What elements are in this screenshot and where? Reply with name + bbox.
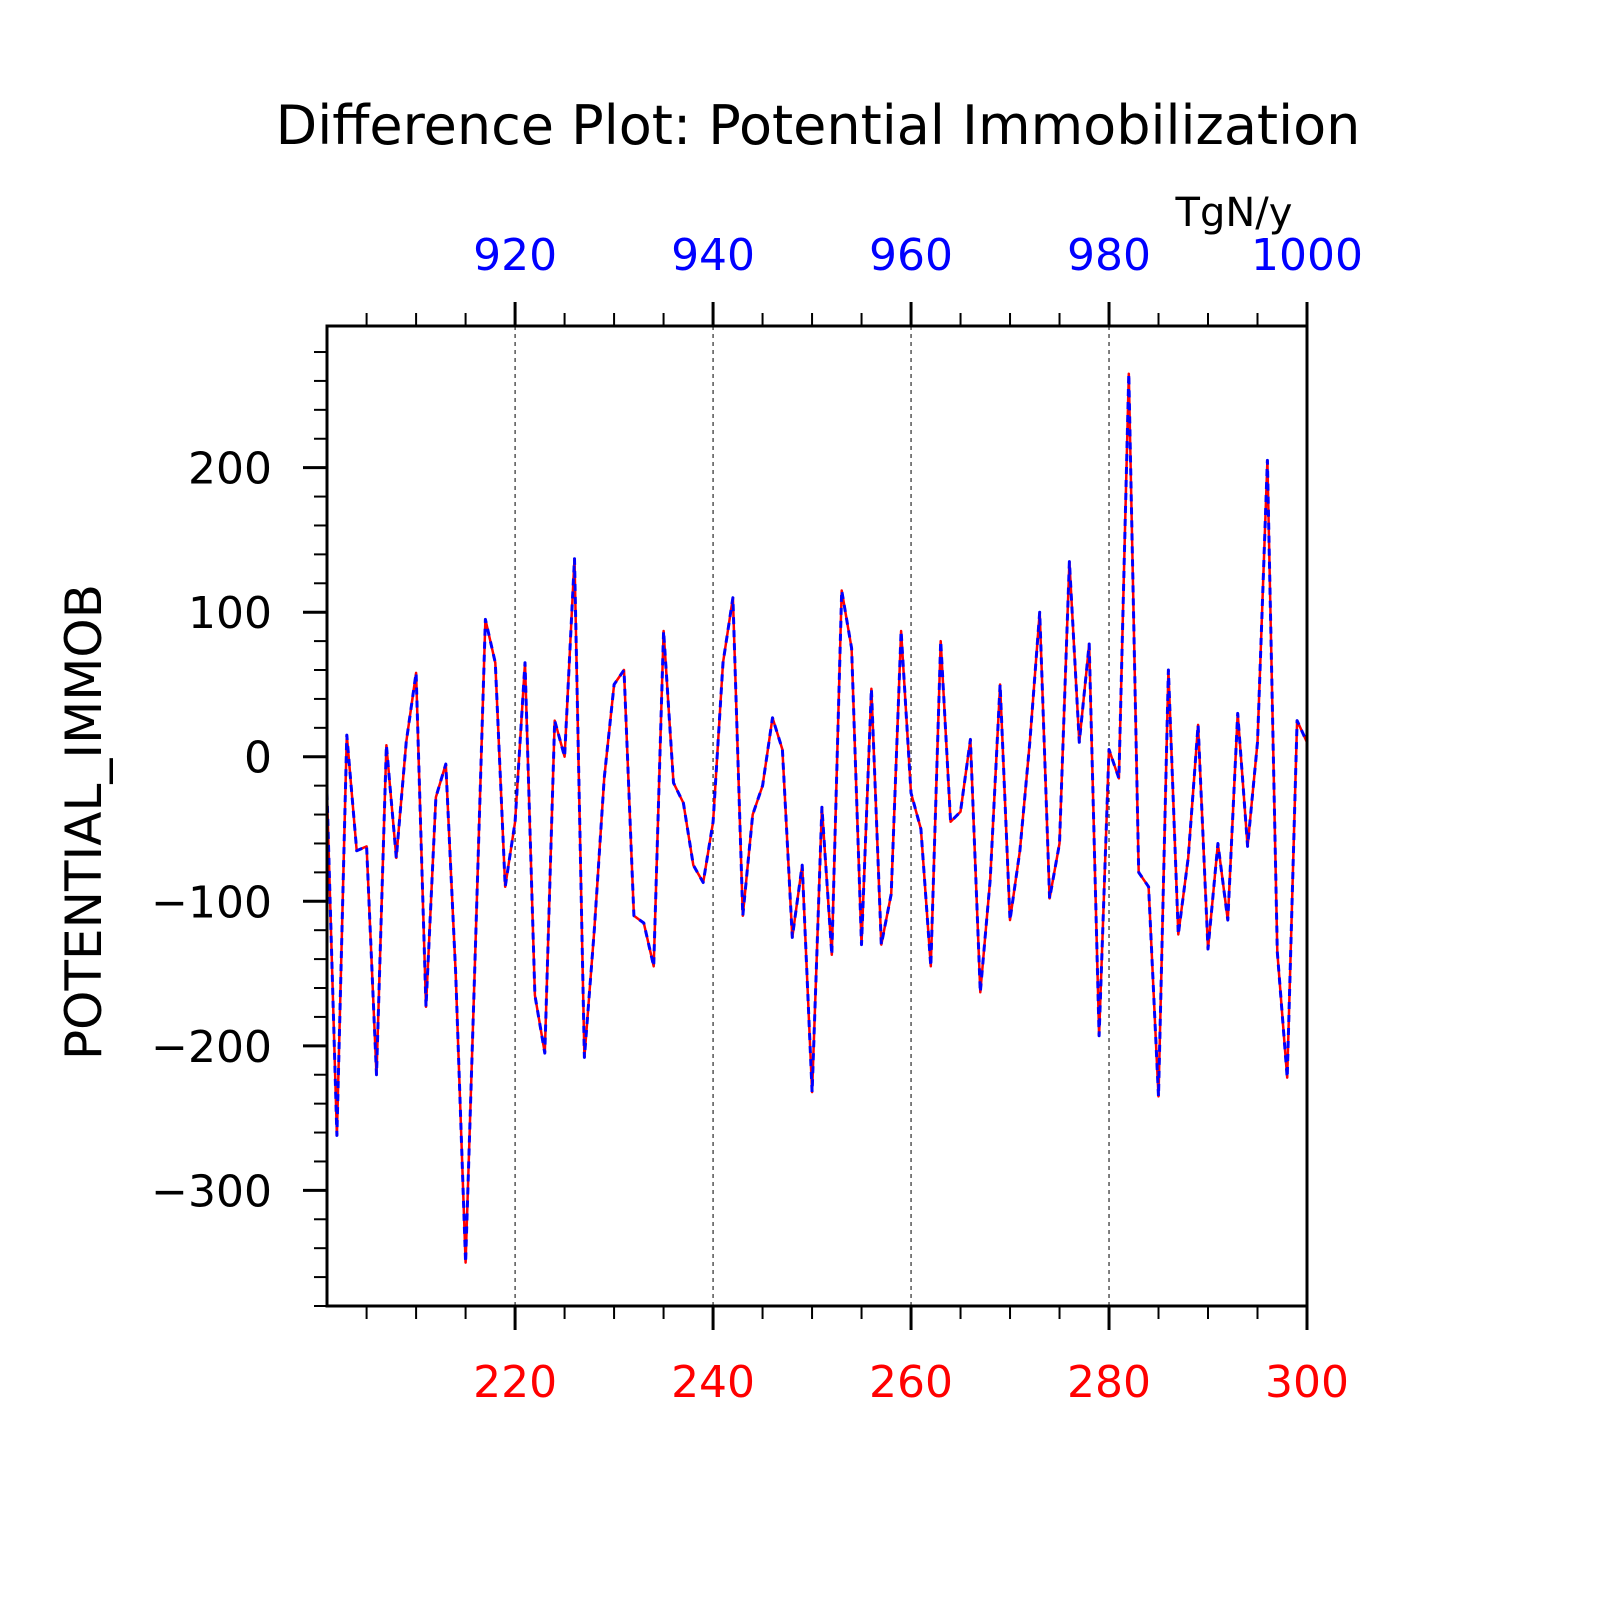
- x-top-tick-label: 940: [671, 230, 755, 281]
- y-tick-label: −300: [151, 1166, 272, 1217]
- x-tick-label: 260: [869, 1357, 953, 1408]
- units-label: TgN/y: [1175, 190, 1293, 236]
- chart-title: Difference Plot: Potential Immobilizatio…: [276, 94, 1361, 157]
- x-tick-label: 300: [1265, 1357, 1349, 1408]
- grid-lines: [514, 326, 1110, 1306]
- series-group: [325, 372, 1309, 1265]
- y-tick-label: −200: [151, 1022, 272, 1073]
- y-tick-label: 0: [244, 733, 272, 784]
- x-tick-label: 240: [671, 1357, 755, 1408]
- x-top-tick-label: 920: [473, 230, 557, 281]
- x-tick-label: 280: [1067, 1357, 1151, 1408]
- x-tick-label: 220: [473, 1357, 557, 1408]
- x-top-tick-label: 980: [1067, 230, 1151, 281]
- y-tick-label: −100: [151, 877, 272, 928]
- x-top-tick-label: 960: [869, 230, 953, 281]
- series-line-red: [325, 372, 1309, 1264]
- y-tick-label: 100: [188, 588, 272, 639]
- series-line-blue: [325, 372, 1309, 1265]
- axis-ticks: [303, 302, 1309, 1330]
- x-top-tick-label: 1000: [1251, 230, 1363, 281]
- y-tick-label: 200: [188, 444, 272, 495]
- plot-frame: [325, 324, 1309, 1308]
- y-axis-label: POTENTIAL_IMMOB: [55, 584, 113, 1060]
